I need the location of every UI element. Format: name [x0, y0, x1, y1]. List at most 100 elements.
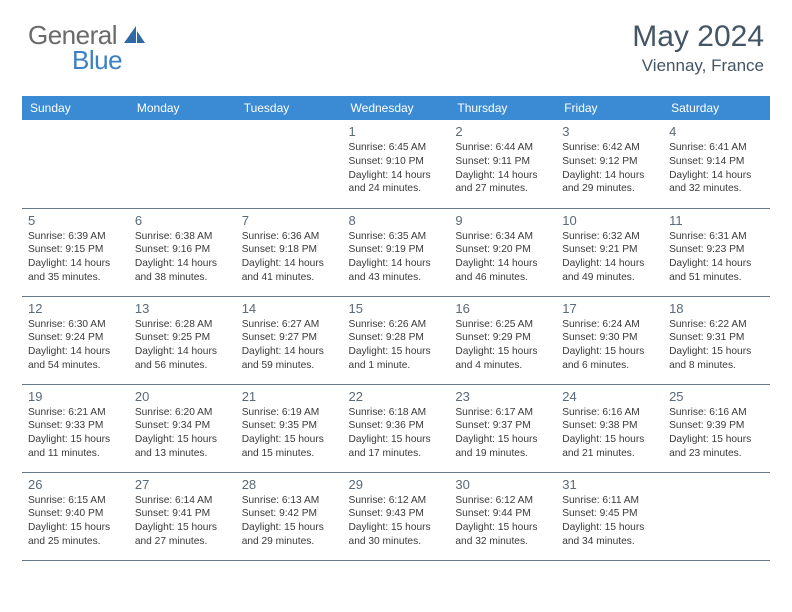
calendar-cell: 28Sunrise: 6:13 AMSunset: 9:42 PMDayligh… [236, 472, 343, 560]
calendar-cell: 24 Sunrise: 6:16 AMSunset: 9:38 PMDayligh… [556, 384, 663, 472]
calendar-cell [663, 472, 770, 560]
calendar-cell [236, 120, 343, 208]
calendar-cell: 10Sunrise: 6:32 AMSunset: 9:21 PMDayligh… [556, 208, 663, 296]
day-details: Sunrise: 6:16 AMSunset: 9:39 PMDaylight:… [669, 406, 764, 461]
calendar-cell: 17 Sunrise: 6:24 AMSunset: 9:30 PMDayligh… [556, 296, 663, 384]
day-number: 11 [669, 213, 764, 228]
calendar-row: 5 Sunrise: 6:39 AMSunset: 9:15 PMDaylight… [22, 208, 770, 296]
calendar-cell: 25 Sunrise: 6:16 AMSunset: 9:39 PMDayligh… [663, 384, 770, 472]
day-details: Sunrise: 6:15 AMSunset: 9:40 PMDaylight:… [28, 494, 123, 549]
day-number: 3 [562, 124, 657, 139]
calendar-cell: 5 Sunrise: 6:39 AMSunset: 9:15 PMDaylight… [22, 208, 129, 296]
day-details: Sunrise: 6:41 AMSunset: 9:14 PMDaylight:… [669, 141, 764, 196]
day-details: Sunrise: 6:39 AMSunset: 9:15 PMDaylight:… [28, 230, 123, 285]
day-number: 27 [135, 477, 230, 492]
calendar-cell: 4Sunrise: 6:41 AMSunset: 9:14 PMDaylight… [663, 120, 770, 208]
day-number: 12 [28, 301, 123, 316]
calendar-cell: 23 Sunrise: 6:17 AMSunset: 9:37 PMDayligh… [449, 384, 556, 472]
day-details: Sunrise: 6:26 AMSunset: 9:28 PMDaylight:… [349, 318, 444, 373]
weekday-header: Friday [556, 96, 663, 120]
calendar-cell: 21 Sunrise: 6:19 AMSunset: 9:35 PMDayligh… [236, 384, 343, 472]
day-details: Sunrise: 6:12 AMSunset: 9:43 PMDaylight:… [349, 494, 444, 549]
calendar-cell: 9 Sunrise: 6:34 AMSunset: 9:20 PMDaylight… [449, 208, 556, 296]
day-number: 6 [135, 213, 230, 228]
day-details: Sunrise: 6:32 AMSunset: 9:21 PMDaylight:… [562, 230, 657, 285]
calendar-cell: 15 Sunrise: 6:26 AMSunset: 9:28 PMDayligh… [343, 296, 450, 384]
calendar-cell: 13Sunrise: 6:28 AMSunset: 9:25 PMDayligh… [129, 296, 236, 384]
day-details: Sunrise: 6:17 AMSunset: 9:37 PMDaylight:… [455, 406, 550, 461]
day-number: 17 [562, 301, 657, 316]
calendar-cell: 3 Sunrise: 6:42 AMSunset: 9:12 PMDaylight… [556, 120, 663, 208]
day-details: Sunrise: 6:27 AMSunset: 9:27 PMDaylight:… [242, 318, 337, 373]
day-details: Sunrise: 6:13 AMSunset: 9:42 PMDaylight:… [242, 494, 337, 549]
weekday-header: Monday [129, 96, 236, 120]
weekday-header: Sunday [22, 96, 129, 120]
day-details: Sunrise: 6:34 AMSunset: 9:20 PMDaylight:… [455, 230, 550, 285]
calendar-cell: 26 Sunrise: 6:15 AMSunset: 9:40 PMDayligh… [22, 472, 129, 560]
calendar-row: 26 Sunrise: 6:15 AMSunset: 9:40 PMDayligh… [22, 472, 770, 560]
calendar-cell: 27 Sunrise: 6:14 AMSunset: 9:41 PMDayligh… [129, 472, 236, 560]
calendar-cell: 6 Sunrise: 6:38 AMSunset: 9:16 PMDaylight… [129, 208, 236, 296]
weekday-header-row: Sunday Monday Tuesday Wednesday Thursday… [22, 96, 770, 120]
calendar-table: Sunday Monday Tuesday Wednesday Thursday… [22, 96, 770, 561]
day-number: 21 [242, 389, 337, 404]
day-details: Sunrise: 6:19 AMSunset: 9:35 PMDaylight:… [242, 406, 337, 461]
day-details: Sunrise: 6:44 AMSunset: 9:11 PMDaylight:… [455, 141, 550, 196]
day-details: Sunrise: 6:30 AMSunset: 9:24 PMDaylight:… [28, 318, 123, 373]
day-details: Sunrise: 6:42 AMSunset: 9:12 PMDaylight:… [562, 141, 657, 196]
day-details: Sunrise: 6:35 AMSunset: 9:19 PMDaylight:… [349, 230, 444, 285]
calendar-cell: 2 Sunrise: 6:44 AMSunset: 9:11 PMDaylight… [449, 120, 556, 208]
day-number: 16 [455, 301, 550, 316]
calendar-cell: 31Sunrise: 6:11 AMSunset: 9:45 PMDayligh… [556, 472, 663, 560]
day-number: 22 [349, 389, 444, 404]
calendar-row: 19 Sunrise: 6:21 AMSunset: 9:33 PMDayligh… [22, 384, 770, 472]
day-number: 19 [28, 389, 123, 404]
calendar-cell: 11 Sunrise: 6:31 AMSunset: 9:23 PMDayligh… [663, 208, 770, 296]
day-details: Sunrise: 6:21 AMSunset: 9:33 PMDaylight:… [28, 406, 123, 461]
header: General Blue May 2024 Viennay, France [0, 0, 792, 90]
day-number: 30 [455, 477, 550, 492]
day-number: 2 [455, 124, 550, 139]
day-details: Sunrise: 6:31 AMSunset: 9:23 PMDaylight:… [669, 230, 764, 285]
calendar-cell: 16 Sunrise: 6:25 AMSunset: 9:29 PMDayligh… [449, 296, 556, 384]
day-number: 1 [349, 124, 444, 139]
logo-sail-icon [124, 20, 146, 38]
day-details: Sunrise: 6:14 AMSunset: 9:41 PMDaylight:… [135, 494, 230, 549]
day-number: 15 [349, 301, 444, 316]
day-details: Sunrise: 6:16 AMSunset: 9:38 PMDaylight:… [562, 406, 657, 461]
day-number: 14 [242, 301, 337, 316]
month-title: May 2024 [632, 20, 764, 54]
day-details: Sunrise: 6:38 AMSunset: 9:16 PMDaylight:… [135, 230, 230, 285]
calendar-cell: 18Sunrise: 6:22 AMSunset: 9:31 PMDayligh… [663, 296, 770, 384]
calendar-cell: 14 Sunrise: 6:27 AMSunset: 9:27 PMDayligh… [236, 296, 343, 384]
day-number: 29 [349, 477, 444, 492]
calendar-row: 12 Sunrise: 6:30 AMSunset: 9:24 PMDayligh… [22, 296, 770, 384]
day-number: 26 [28, 477, 123, 492]
calendar-cell: 7 Sunrise: 6:36 AMSunset: 9:18 PMDaylight… [236, 208, 343, 296]
day-number: 20 [135, 389, 230, 404]
calendar-cell: 12 Sunrise: 6:30 AMSunset: 9:24 PMDayligh… [22, 296, 129, 384]
day-number: 25 [669, 389, 764, 404]
calendar-cell [22, 120, 129, 208]
day-number: 24 [562, 389, 657, 404]
day-details: Sunrise: 6:11 AMSunset: 9:45 PMDaylight:… [562, 494, 657, 549]
calendar-cell: 1Sunrise: 6:45 AMSunset: 9:10 PMDaylight… [343, 120, 450, 208]
day-details: Sunrise: 6:20 AMSunset: 9:34 PMDaylight:… [135, 406, 230, 461]
calendar-cell: 20 Sunrise: 6:20 AMSunset: 9:34 PMDayligh… [129, 384, 236, 472]
calendar-cell: 30Sunrise: 6:12 AMSunset: 9:44 PMDayligh… [449, 472, 556, 560]
logo-text-blue: Blue [72, 45, 122, 75]
day-details: Sunrise: 6:25 AMSunset: 9:29 PMDaylight:… [455, 318, 550, 373]
weekday-header: Wednesday [343, 96, 450, 120]
day-number: 23 [455, 389, 550, 404]
calendar-cell: 8Sunrise: 6:35 AMSunset: 9:19 PMDaylight… [343, 208, 450, 296]
logo: General Blue [28, 20, 146, 82]
calendar-row: 1Sunrise: 6:45 AMSunset: 9:10 PMDaylight… [22, 120, 770, 208]
weekday-header: Tuesday [236, 96, 343, 120]
day-details: Sunrise: 6:36 AMSunset: 9:18 PMDaylight:… [242, 230, 337, 285]
day-number: 18 [669, 301, 764, 316]
day-number: 13 [135, 301, 230, 316]
day-number: 7 [242, 213, 337, 228]
day-details: Sunrise: 6:24 AMSunset: 9:30 PMDaylight:… [562, 318, 657, 373]
day-number: 9 [455, 213, 550, 228]
day-number: 5 [28, 213, 123, 228]
